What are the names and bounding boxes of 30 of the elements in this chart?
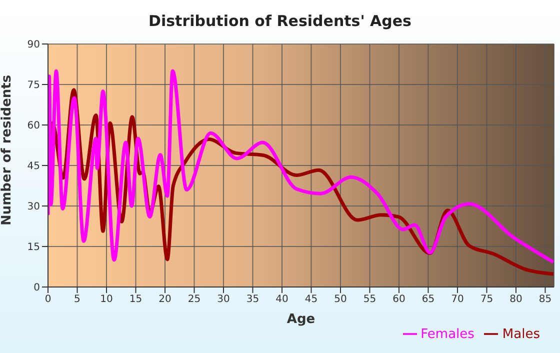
x-tick-label: 60 (392, 294, 406, 306)
x-tick-label: 40 (276, 294, 288, 306)
x-tick-label: 30 (217, 294, 230, 306)
x-tick-label: 45 (304, 294, 318, 306)
y-axis-title: Number of residents (0, 74, 15, 226)
x-tick-label: 5 (74, 294, 80, 306)
x-tick-label: 10 (100, 294, 113, 306)
y-tick-label: 90 (27, 40, 40, 51)
x-tick-label: 75 (480, 294, 494, 306)
x-tick-label: 35 (246, 294, 260, 306)
y-tick-label: 0 (34, 282, 40, 294)
x-axis-title: Age (286, 312, 316, 327)
y-tick-label: 45 (27, 161, 40, 172)
y-tick-label: 30 (27, 202, 40, 213)
x-tick-label: 15 (129, 294, 142, 306)
chart-title: Distribution of Residents' Ages (148, 12, 412, 30)
x-tick-label: 70 (451, 294, 464, 306)
legend-label: Males (502, 327, 540, 342)
x-tick-label: 55 (363, 294, 376, 306)
y-tick-label: 60 (27, 120, 40, 132)
x-tick-label: 80 (510, 294, 522, 306)
x-tick-label: 0 (44, 294, 52, 306)
x-tick-label: 65 (422, 294, 435, 306)
x-tick-label: 85 (538, 294, 552, 306)
x-tick-label: 50 (334, 294, 347, 306)
x-tick-label: 25 (188, 294, 201, 306)
legend-label: Females (420, 327, 474, 342)
y-tick-label: 75 (27, 80, 40, 92)
y-tick-label: 15 (27, 242, 40, 254)
x-tick-label: 20 (158, 294, 172, 306)
